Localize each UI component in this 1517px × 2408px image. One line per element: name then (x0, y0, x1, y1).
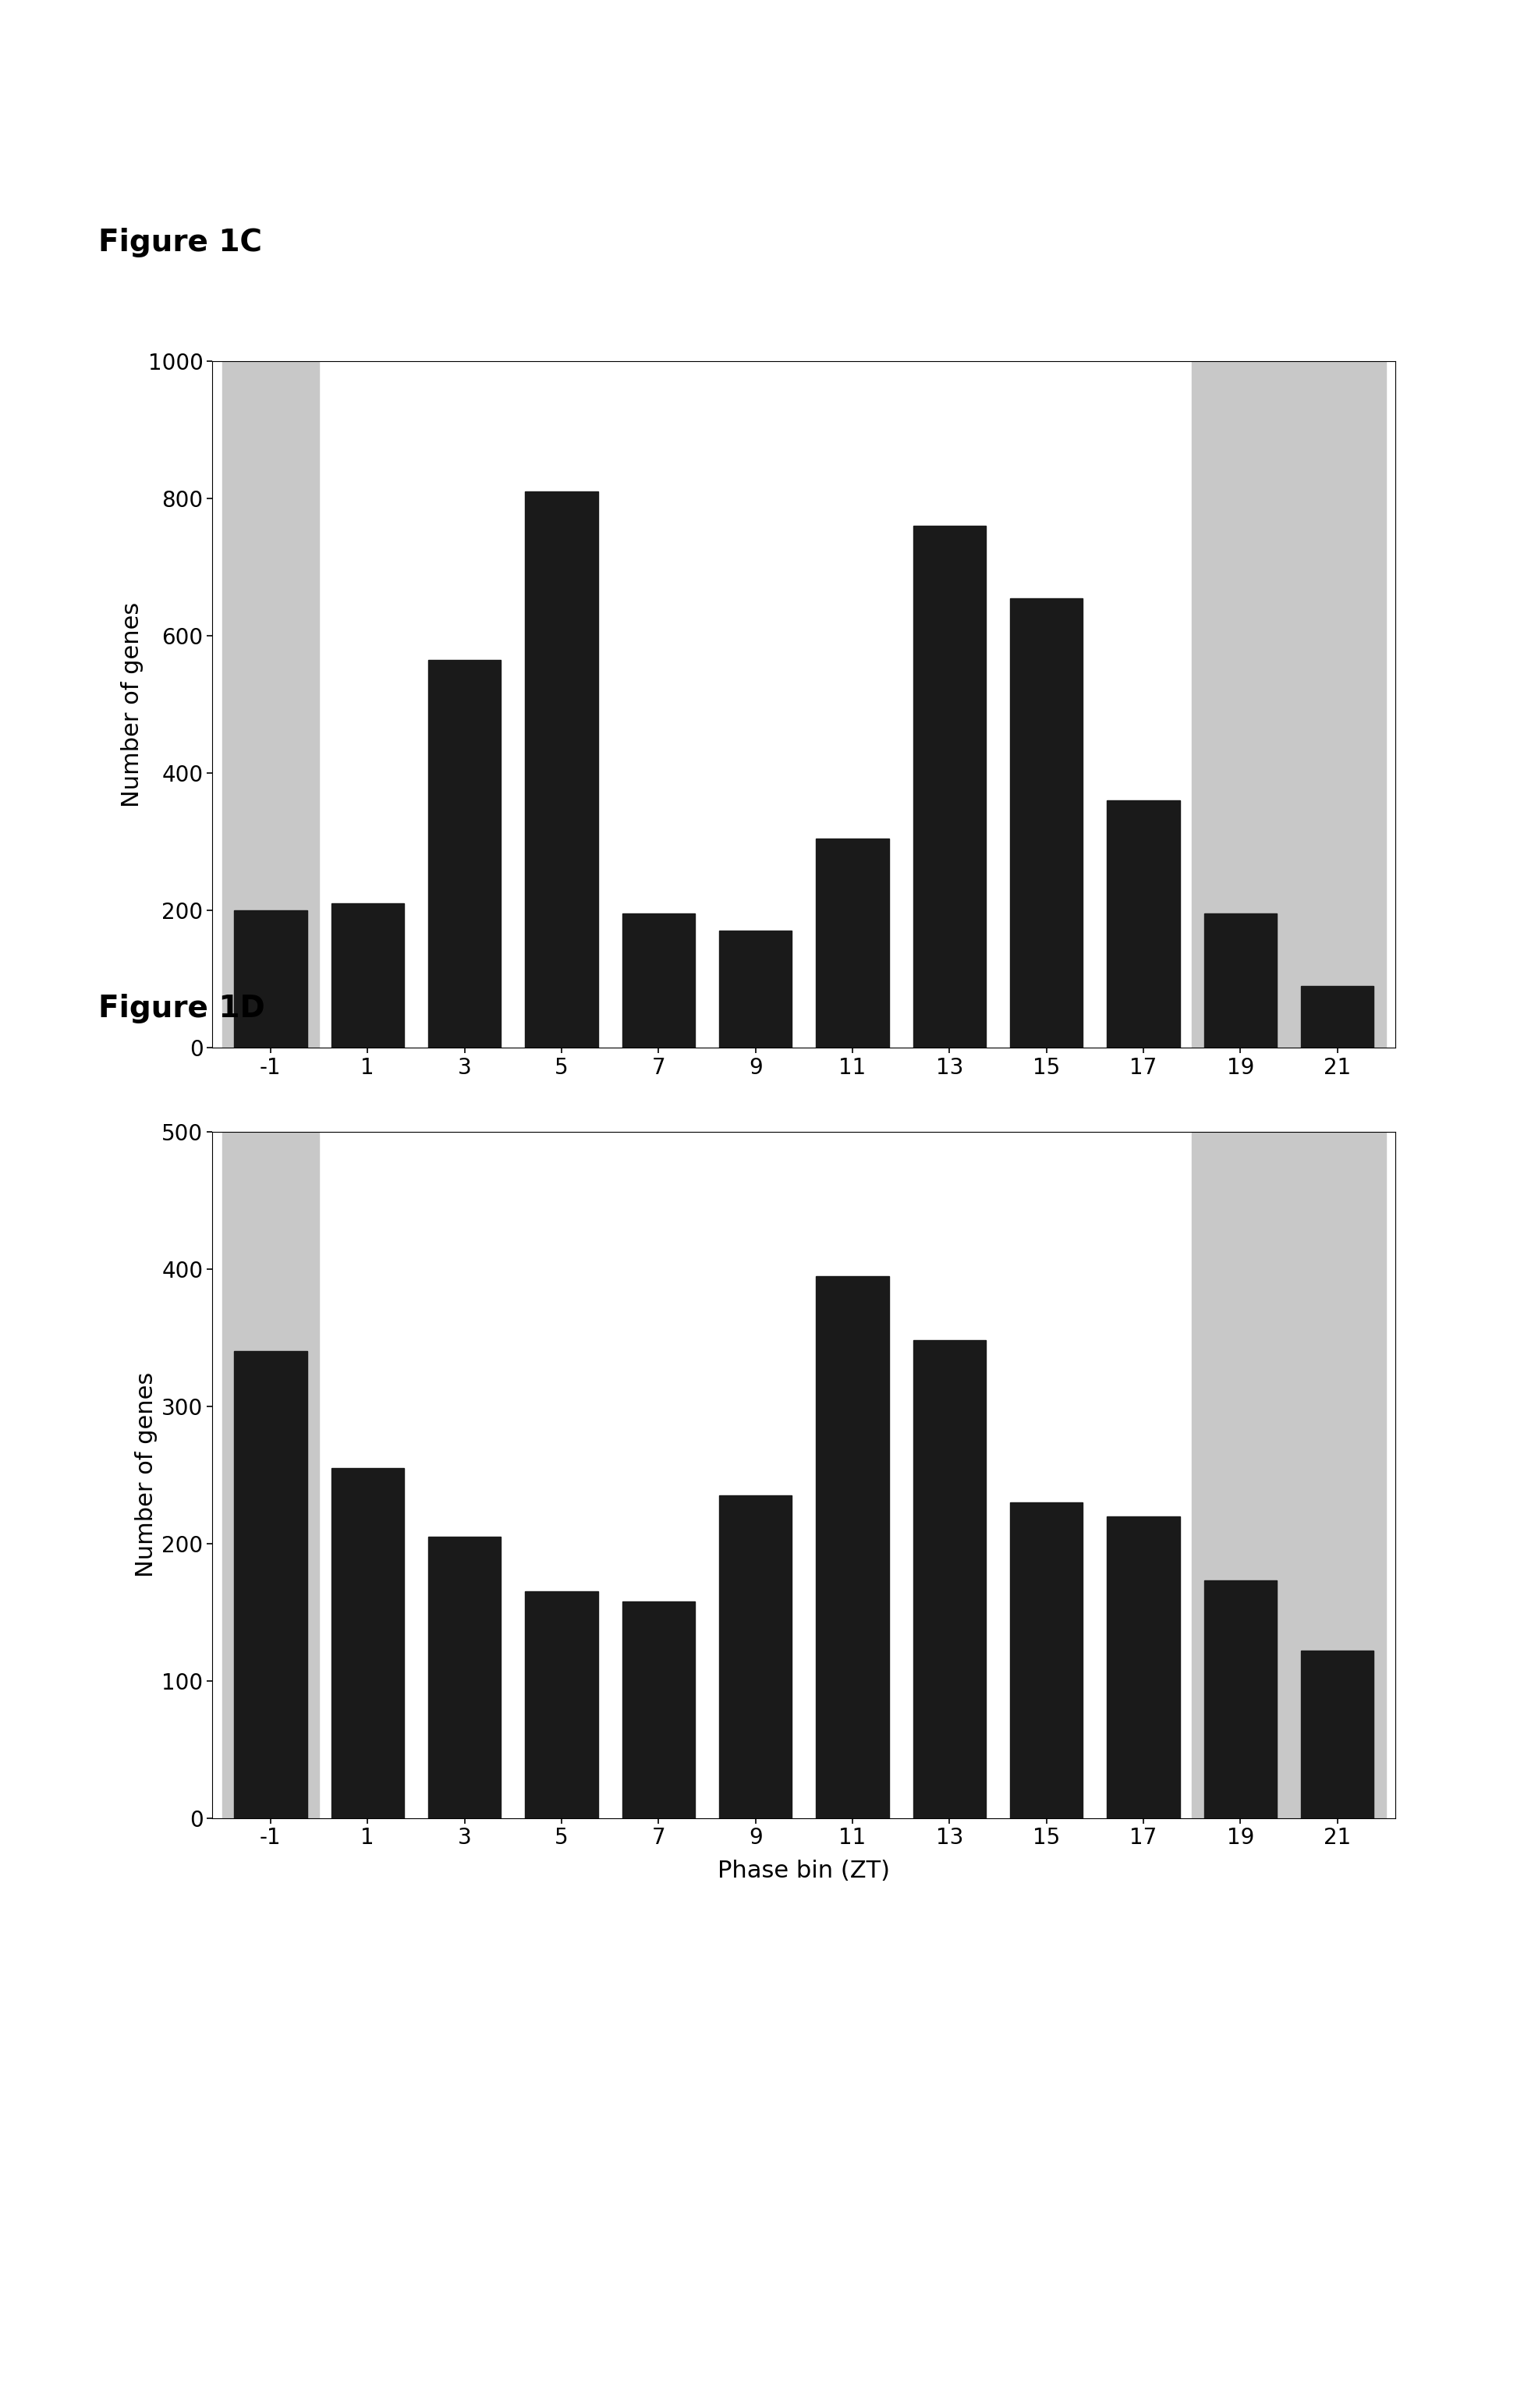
Text: Figure 1C: Figure 1C (99, 229, 262, 258)
Bar (525, 1592, 598, 1818)
Bar (221, 1132, 319, 1818)
Bar (234, 1351, 306, 1818)
X-axis label: Phase bin (ZT): Phase bin (ZT) (718, 1859, 890, 1883)
Bar (1302, 1649, 1374, 1818)
Bar (1204, 1580, 1277, 1818)
Bar (525, 491, 598, 1047)
Bar (1204, 913, 1277, 1047)
Bar (1010, 597, 1083, 1047)
Bar (331, 1469, 404, 1818)
Bar (913, 1341, 986, 1818)
Bar (719, 932, 792, 1047)
Bar (221, 361, 319, 1047)
Y-axis label: Number of genes: Number of genes (121, 602, 144, 807)
Bar (719, 1495, 792, 1818)
Text: Figure 1D: Figure 1D (99, 995, 265, 1023)
Bar (816, 1276, 889, 1818)
Bar (1302, 985, 1374, 1047)
Bar (1010, 1503, 1083, 1818)
Bar (331, 903, 404, 1047)
Bar (1107, 799, 1180, 1047)
Bar (622, 1601, 695, 1818)
Bar (913, 525, 986, 1047)
Bar (428, 660, 501, 1047)
Bar (1192, 361, 1387, 1047)
Bar (1192, 1132, 1387, 1818)
Bar (622, 913, 695, 1047)
Bar (234, 910, 306, 1047)
Bar (1107, 1517, 1180, 1818)
Bar (428, 1536, 501, 1818)
Bar (816, 838, 889, 1047)
Y-axis label: Number of genes: Number of genes (135, 1373, 158, 1577)
